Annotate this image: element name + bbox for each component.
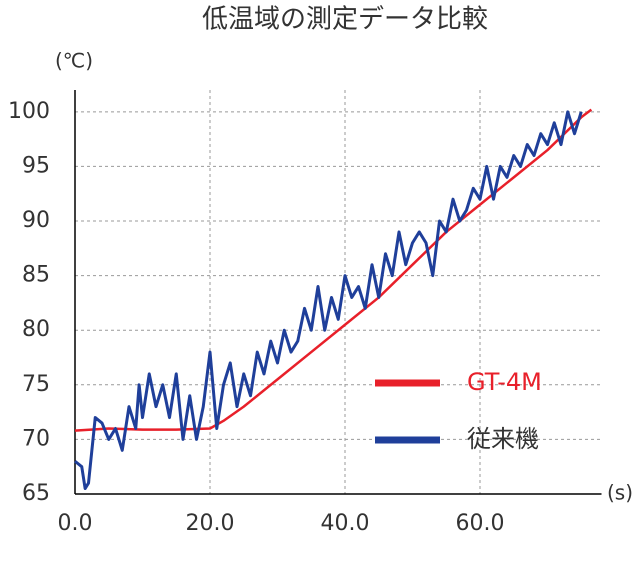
series-line (74, 110, 583, 491)
y-tick-label: 75 (22, 372, 50, 397)
y-tick-label: 80 (22, 317, 50, 342)
x-unit: (s) (607, 481, 633, 505)
legend-label: 従来機 (467, 425, 539, 453)
y-tick-label: 70 (22, 426, 50, 451)
x-tick-label: 0.0 (58, 511, 93, 536)
x-tick-label: 40.0 (321, 511, 370, 536)
y-tick-label: 100 (8, 99, 50, 124)
y-unit: (℃) (55, 49, 93, 73)
x-tick-label: 20.0 (186, 511, 235, 536)
y-tick-label: 90 (22, 208, 50, 233)
series-line (74, 108, 593, 432)
y-tick-label: 65 (22, 481, 50, 506)
chart-title: 低温域の測定データ比較 (202, 5, 488, 35)
legend-label: GT-4M (467, 368, 542, 396)
y-tick-label: 85 (22, 263, 50, 288)
y-tick-label: 95 (22, 153, 50, 178)
x-tick-label: 60.0 (456, 511, 505, 536)
